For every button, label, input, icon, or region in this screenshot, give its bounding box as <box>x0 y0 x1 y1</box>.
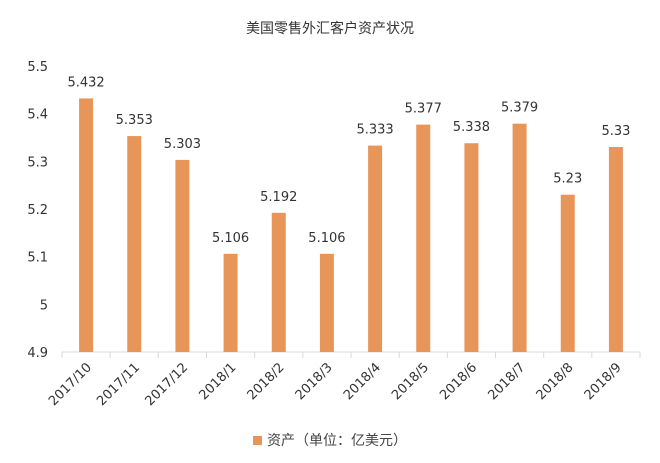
data-label: 5.353 <box>116 113 153 128</box>
y-tick-label: 5.3 <box>27 155 48 170</box>
y-tick-label: 5.5 <box>27 60 48 75</box>
data-label: 5.23 <box>553 172 582 187</box>
chart-title: 美国零售外汇客户资产状况 <box>246 21 414 37</box>
x-tick-label: 2017/11 <box>94 360 143 409</box>
bar <box>223 253 238 352</box>
data-label: 5.33 <box>601 124 630 139</box>
bar <box>560 194 575 352</box>
y-tick-label: 4.9 <box>27 346 48 361</box>
legend-label: 资产（单位：亿美元） <box>267 433 407 449</box>
bar <box>319 253 334 352</box>
bar <box>512 123 527 352</box>
bar <box>464 143 479 352</box>
x-tick-label: 2018/1 <box>196 360 239 403</box>
data-label: 5.338 <box>453 120 490 135</box>
x-tick-label: 2018/3 <box>293 360 336 403</box>
bar <box>79 98 94 352</box>
bar <box>368 145 383 352</box>
y-tick-label: 5.1 <box>27 251 48 266</box>
x-tick-label: 2018/4 <box>341 360 384 403</box>
bar <box>127 136 142 352</box>
legend: 资产（单位：亿美元） <box>0 430 660 450</box>
x-tick-label: 2017/12 <box>142 360 191 409</box>
x-tick-label: 2018/5 <box>389 360 432 403</box>
bar <box>175 159 190 352</box>
data-label: 5.379 <box>501 101 538 116</box>
x-tick-label: 2018/7 <box>485 360 528 403</box>
legend-swatch <box>253 435 262 445</box>
data-label: 5.303 <box>164 137 201 152</box>
x-tick-label: 2018/6 <box>437 360 480 403</box>
data-label: 5.377 <box>405 102 442 117</box>
data-label: 5.432 <box>67 75 104 90</box>
data-label: 5.192 <box>260 190 297 205</box>
bar <box>608 147 623 352</box>
data-label: 5.333 <box>356 123 393 138</box>
y-tick-label: 5 <box>40 298 48 313</box>
x-tick-label: 2017/10 <box>46 360 95 409</box>
x-tick-label: 2018/2 <box>245 360 288 403</box>
data-label: 5.106 <box>212 231 249 246</box>
x-tick-label: 2018/8 <box>534 360 577 403</box>
y-tick-label: 5.4 <box>27 108 48 123</box>
y-tick-label: 5.2 <box>27 203 48 218</box>
bar <box>416 124 431 352</box>
data-label: 5.106 <box>308 231 345 246</box>
bar <box>271 212 286 352</box>
x-tick-label: 2018/9 <box>582 360 625 403</box>
